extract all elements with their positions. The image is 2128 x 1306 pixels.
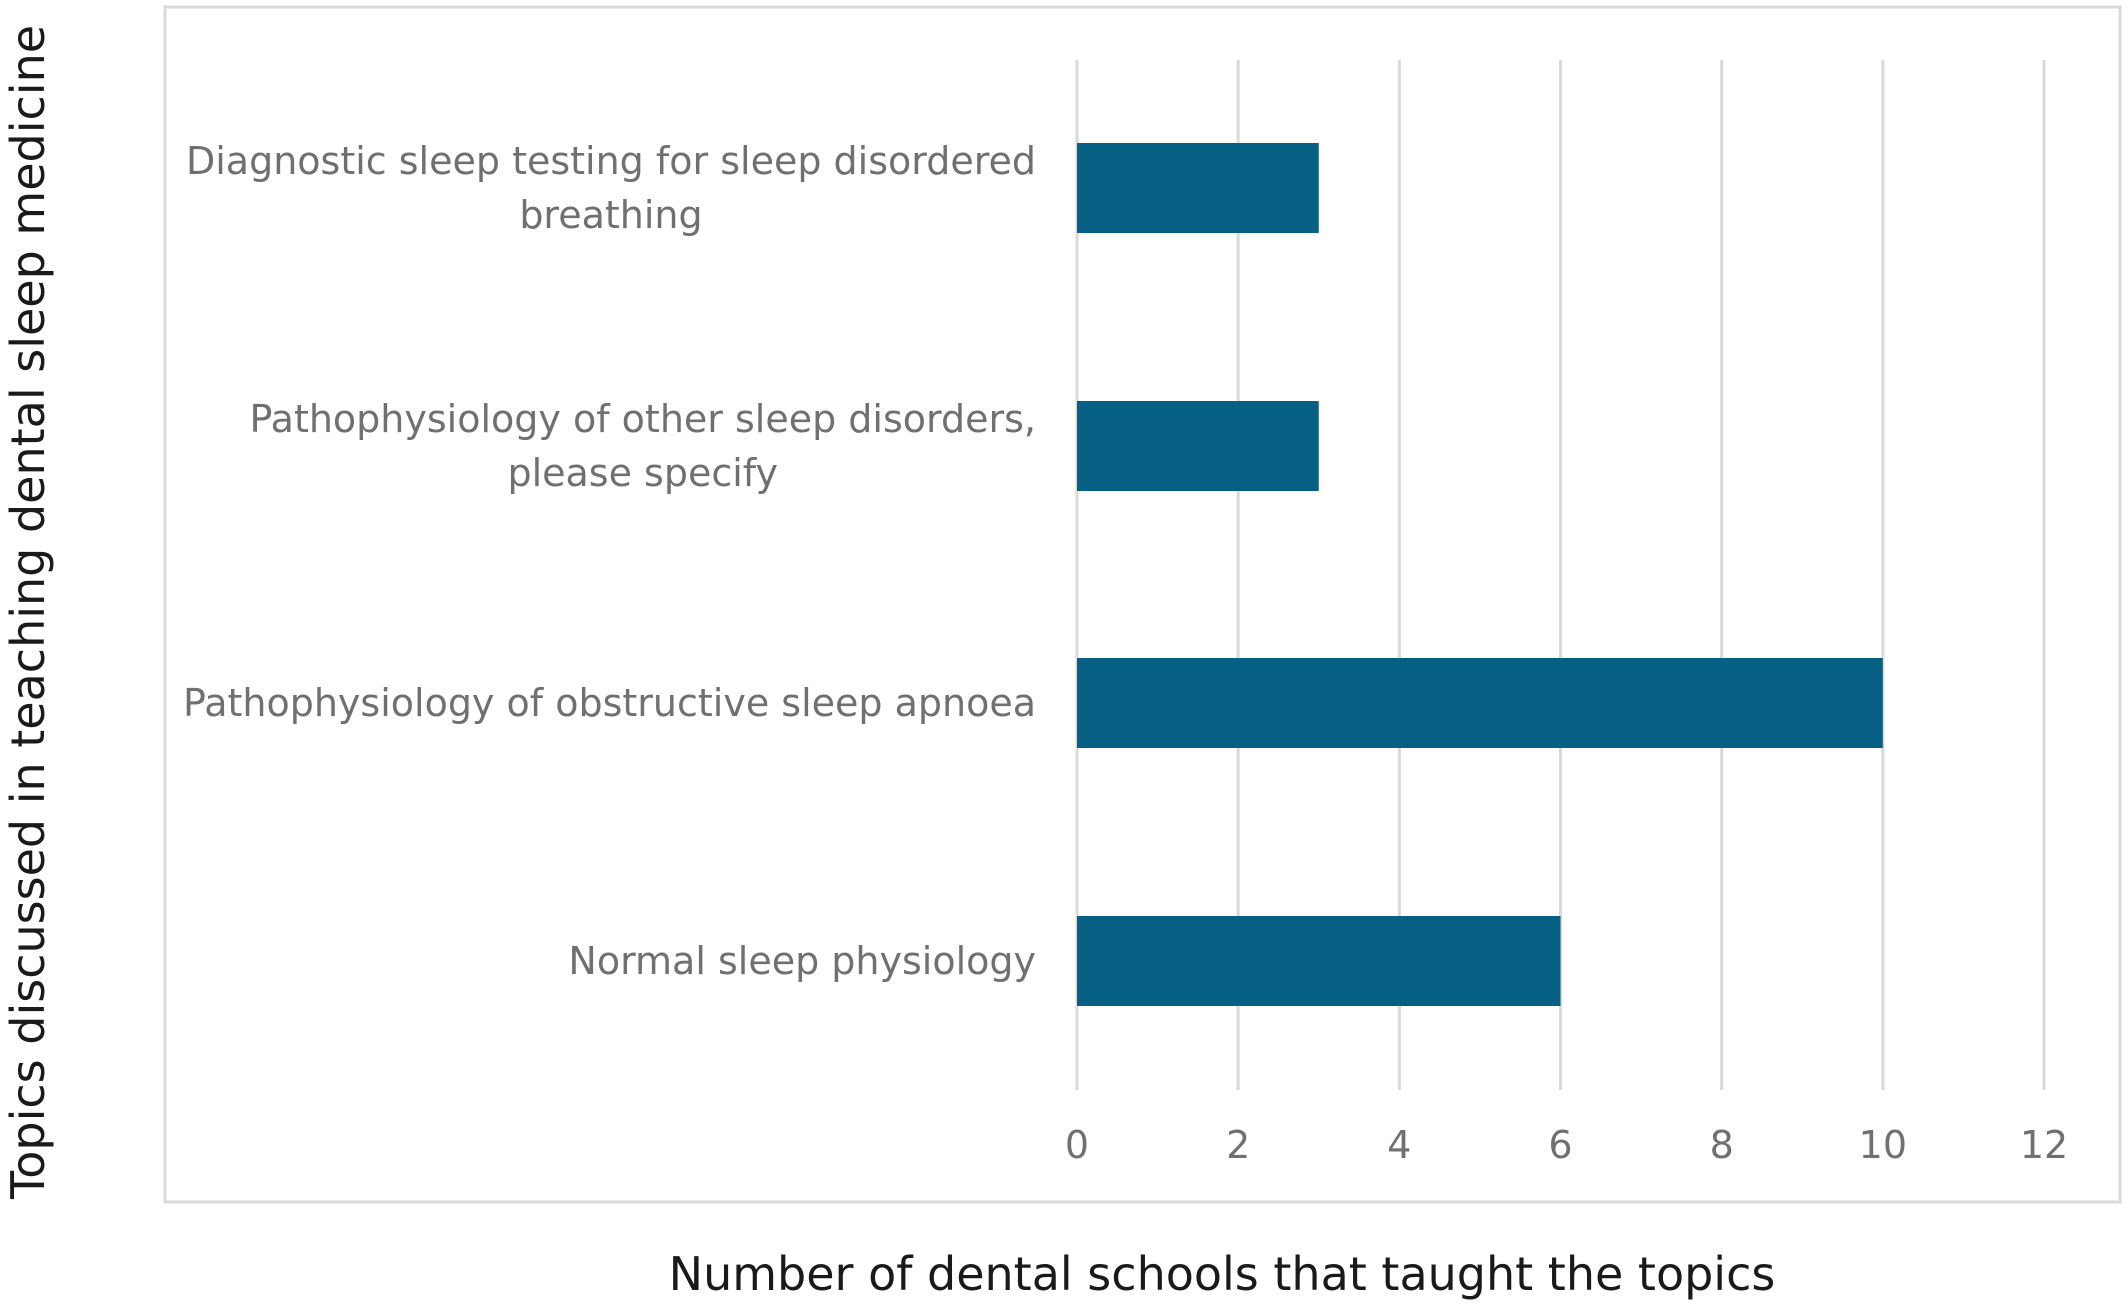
category-label-line: breathing <box>519 193 702 237</box>
category-label: Normal sleep physiology <box>568 939 1036 983</box>
bar-1 <box>1077 401 1319 491</box>
category-label: Diagnostic sleep testing for sleep disor… <box>186 139 1036 237</box>
category-label-line: Pathophysiology of other sleep disorders… <box>249 397 1036 441</box>
x-tick-label: 12 <box>2020 1123 2068 1167</box>
x-tick-label: 0 <box>1065 1123 1089 1167</box>
category-label: Pathophysiology of obstructive sleep apn… <box>183 681 1036 725</box>
bar-0 <box>1077 143 1319 233</box>
category-label-line: Diagnostic sleep testing for sleep disor… <box>186 139 1036 183</box>
category-label-line: Pathophysiology of obstructive sleep apn… <box>183 681 1036 725</box>
x-axis-title: Number of dental schools that taught the… <box>669 1247 1776 1301</box>
category-label: Pathophysiology of other sleep disorders… <box>249 397 1036 495</box>
category-label-line: please specify <box>507 451 778 495</box>
x-tick-label: 8 <box>1710 1123 1734 1167</box>
x-tick-label: 10 <box>1859 1123 1907 1167</box>
plot-frame <box>163 5 2122 1204</box>
category-label-line: Normal sleep physiology <box>568 939 1036 983</box>
x-tick-label: 6 <box>1548 1123 1572 1167</box>
y-axis-title: Topics discussed in teaching dental slee… <box>1 25 55 1200</box>
category-labels: Diagnostic sleep testing for sleep disor… <box>183 139 1036 983</box>
bar-2 <box>1077 658 1883 748</box>
x-tick-label: 4 <box>1387 1123 1411 1167</box>
bars <box>1077 143 1883 1006</box>
bar-3 <box>1077 916 1561 1006</box>
x-tick-labels: 0 2 4 6 8 10 12 <box>1065 1123 2068 1167</box>
x-tick-label: 2 <box>1226 1123 1250 1167</box>
